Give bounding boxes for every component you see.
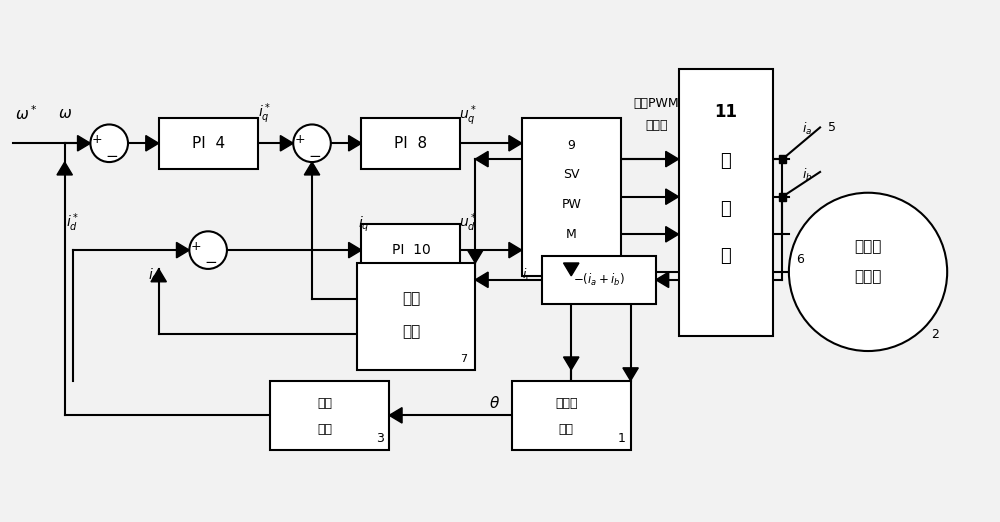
Polygon shape [78, 136, 90, 151]
Text: 变换: 变换 [402, 324, 420, 339]
Text: SV: SV [563, 169, 579, 182]
Text: PI  8: PI 8 [394, 136, 428, 151]
Bar [357, 263, 475, 370]
Text: 步电机: 步电机 [854, 269, 882, 284]
Text: 6: 6 [796, 253, 804, 266]
Bar [542, 256, 656, 303]
Polygon shape [564, 357, 579, 370]
Text: M: M [566, 228, 577, 241]
Bar [522, 117, 621, 276]
Bar [679, 69, 773, 336]
Polygon shape [151, 269, 166, 282]
Polygon shape [666, 151, 679, 167]
Text: $i_q^*$: $i_q^*$ [258, 101, 271, 126]
Bar [779, 193, 786, 200]
Polygon shape [509, 242, 522, 258]
Text: PW: PW [561, 198, 581, 211]
Circle shape [293, 124, 331, 162]
Text: −: − [309, 149, 321, 163]
Text: 永磁同: 永磁同 [854, 239, 882, 254]
Polygon shape [468, 250, 483, 263]
Text: 5: 5 [828, 121, 836, 134]
Polygon shape [280, 136, 293, 151]
Polygon shape [389, 408, 402, 423]
Text: $i_d^*$: $i_d^*$ [66, 211, 79, 234]
Text: 计算: 计算 [317, 423, 332, 436]
Text: 变: 变 [720, 199, 731, 218]
Circle shape [789, 193, 947, 351]
Polygon shape [666, 189, 679, 205]
Bar [159, 117, 258, 169]
Bar [361, 224, 460, 276]
Text: PI  10: PI 10 [392, 243, 430, 257]
Text: 位置传: 位置传 [555, 397, 578, 410]
Polygon shape [304, 162, 320, 175]
Text: 坐标: 坐标 [402, 291, 420, 306]
Text: −: − [106, 149, 119, 163]
Text: −: − [205, 255, 217, 270]
Text: $i_a$: $i_a$ [802, 122, 812, 137]
Polygon shape [146, 136, 159, 151]
Text: 器: 器 [720, 247, 731, 265]
Text: $u_d^*$: $u_d^*$ [459, 211, 477, 234]
Text: 2: 2 [931, 328, 939, 341]
Polygon shape [564, 263, 579, 276]
Text: 1: 1 [618, 432, 626, 445]
Bar [270, 381, 389, 450]
Text: $-(i_a+i_b)$: $-(i_a+i_b)$ [573, 272, 625, 288]
Text: $\omega$: $\omega$ [58, 106, 72, 121]
Text: 三相PWM: 三相PWM [634, 97, 679, 110]
Polygon shape [176, 242, 189, 258]
Text: $\omega^*$: $\omega^*$ [15, 104, 38, 123]
Text: 转速: 转速 [317, 397, 332, 410]
Circle shape [189, 231, 227, 269]
Text: 9: 9 [567, 139, 575, 152]
Polygon shape [475, 272, 488, 288]
Bar [512, 381, 631, 450]
Text: 占空比: 占空比 [645, 119, 668, 132]
Text: $i_c$: $i_c$ [522, 267, 532, 283]
Text: PI  4: PI 4 [192, 136, 225, 151]
Text: $i_b$: $i_b$ [802, 167, 813, 183]
Text: +: + [92, 133, 103, 146]
Text: $i_q$: $i_q$ [358, 215, 369, 234]
Polygon shape [666, 227, 679, 242]
Circle shape [90, 124, 128, 162]
Text: $u_q^*$: $u_q^*$ [459, 103, 477, 128]
Polygon shape [656, 272, 669, 288]
Text: 11: 11 [714, 103, 737, 121]
Text: +: + [295, 133, 305, 146]
Bar [779, 155, 786, 163]
Bar [361, 117, 460, 169]
Text: 7: 7 [460, 354, 467, 364]
Polygon shape [509, 136, 522, 151]
Polygon shape [475, 151, 488, 167]
Polygon shape [57, 162, 72, 175]
Text: 3: 3 [376, 432, 384, 445]
Text: 感器: 感器 [559, 423, 574, 436]
Text: 逆: 逆 [720, 152, 731, 170]
Polygon shape [349, 242, 361, 258]
Text: +: + [191, 240, 202, 253]
Text: $i_d$: $i_d$ [148, 266, 160, 283]
Polygon shape [623, 368, 638, 381]
Text: $\theta$: $\theta$ [489, 396, 500, 411]
Polygon shape [349, 136, 361, 151]
